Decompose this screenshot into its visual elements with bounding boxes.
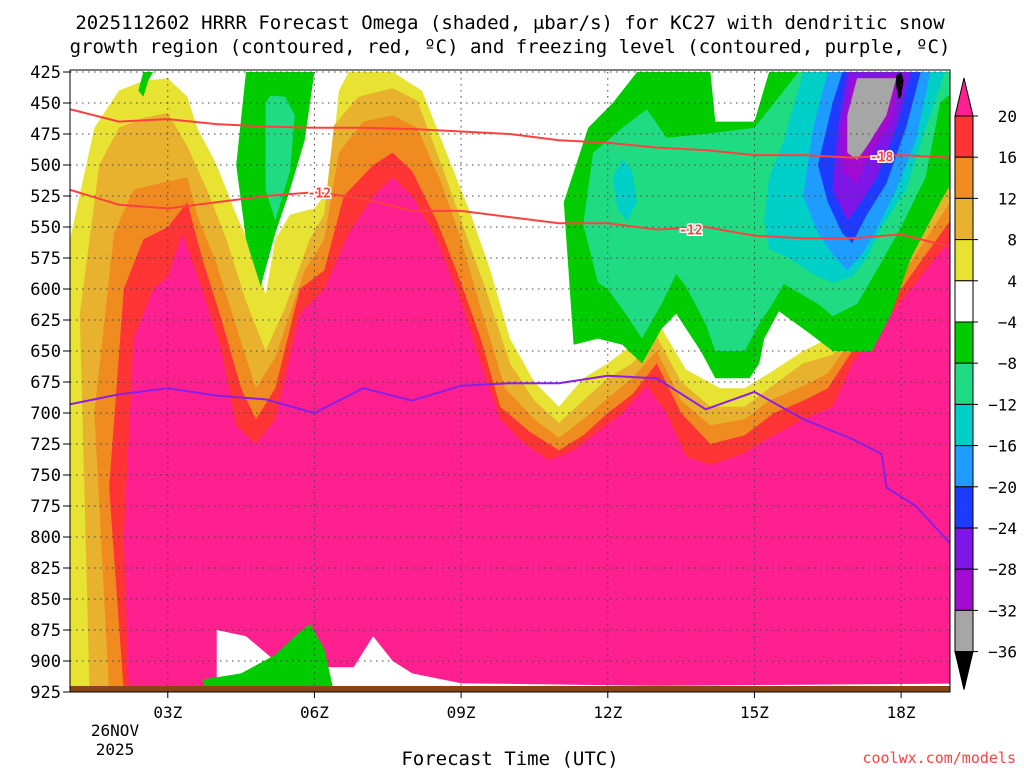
colorbar-swatch-8 [954,403,974,447]
omega-below-minus36-black-band-region-1 [896,72,904,100]
colorbar-label-4: 4 [1007,272,1017,291]
y-tick-label-675: 675 [30,373,61,393]
colorbar-swatch-1 [954,115,974,158]
omega-minus36-gray-band-region-1 [847,78,897,160]
chart-title-line2: growth region (contoured, red, ºC) and f… [70,36,951,58]
contour-label-dgz-minus12-1: -12 [308,186,331,201]
contour-lines: -18 -12 -12 [70,108,950,545]
colorbar-swatch-13 [954,609,974,653]
contour-dgz-minus12 [70,188,950,248]
colorbar-triangle-top [954,77,974,117]
credit-text: coolwx.com/models [862,749,1016,767]
colorbar-swatch-4 [954,239,974,282]
omega-over-20-magenta-band-region-1 [123,177,950,692]
date-label-line2: 2025 [96,740,135,759]
x-tick-label-15Z: 15Z [740,703,769,722]
y-tick-label-575: 575 [30,249,61,269]
colorbar-label-11: −28 [988,560,1017,579]
y-tick-label-650: 650 [30,342,61,362]
x-tick-label-12Z: 12Z [593,703,622,722]
omega-minus8-green-band-region-2 [138,72,154,97]
contour-label-dgz-minus18-1: -18 [870,150,894,165]
y-tick-label-450: 450 [30,94,61,114]
y-tick-label-625: 625 [30,311,61,331]
y-tick-label-900: 900 [30,652,61,672]
x-tick-label-06Z: 06Z [300,703,329,722]
colorbar-triangle-bottom [954,651,974,690]
colorbar-label-2: 12 [998,189,1017,208]
y-tick-label-850: 850 [30,590,61,610]
colorbar-label-9: −20 [988,478,1017,497]
colorbar-label-12: −32 [988,601,1017,620]
colorbar-swatch-5 [954,280,974,323]
x-axis-title: Forecast Time (UTC) [401,748,618,768]
ground-strip [70,686,950,692]
colorbar-swatch-2 [954,156,974,199]
y-tick-label-725: 725 [30,435,61,455]
contour-freezing-level [70,374,950,545]
x-axis: 03Z 06Z 09Z 12Z 15Z 18Z [153,692,916,722]
omega-4-to-8-white-band-region-1 [216,630,950,692]
date-label-line1: 26NOV [91,721,140,740]
chart-title-line1: 2025112602 HRRR Forecast Omega (shaded, … [75,12,945,34]
colorbar-swatch-3 [954,197,974,241]
contour-label-dgz-minus12-2: -12 [679,223,702,238]
y-tick-label-750: 750 [30,466,61,486]
colorbar-label-8: −16 [988,437,1017,456]
omega-minus8-green-band-region-1 [202,623,334,692]
plot-frame [69,69,951,693]
colorbar-label-10: −24 [988,519,1017,538]
x-tick-label-18Z: 18Z [887,703,916,722]
y-tick-label-700: 700 [30,404,61,424]
y-tick-label-875: 875 [30,621,61,641]
colorbar-swatch-10 [954,486,974,529]
y-tick-label-500: 500 [30,156,61,176]
y-tick-label-525: 525 [30,187,61,207]
y-axis: 425 450 475 500 525 550 575 600 625 650 675 700 725 7… [30,63,70,703]
y-tick-label-550: 550 [30,218,61,238]
colorbar-label-0: 20 [998,107,1017,126]
colorbar-swatch-9 [954,445,974,488]
colorbar-swatch-11 [954,527,974,570]
colorbar-swatch-12 [954,568,974,611]
colorbar: 20 16 12 8 4 −4 −8 −12 −16 −20 −24 −28 −32 −36 [954,77,1017,690]
colorbar-label-13: −36 [988,643,1017,662]
grid-lines [70,71,950,692]
colorbar-swatch-7 [954,362,974,405]
omega-minus16-cyan-band-region-1 [612,158,638,221]
colorbar-label-5: −4 [998,313,1017,332]
y-tick-label-425: 425 [30,63,61,83]
y-tick-label-775: 775 [30,497,61,517]
x-tick-label-03Z: 03Z [153,703,182,722]
x-tick-label-09Z: 09Z [447,703,476,722]
y-tick-label-475: 475 [30,125,61,145]
colorbar-label-6: −8 [998,354,1017,373]
y-tick-label-600: 600 [30,280,61,300]
y-tick-label-800: 800 [30,528,61,548]
colorbar-label-1: 16 [998,148,1017,167]
plot-area: -18 -12 -12 [70,70,950,692]
y-tick-label-925: 925 [30,683,61,703]
colorbar-label-7: −12 [988,395,1017,414]
y-tick-label-825: 825 [30,559,61,579]
contour-dgz-minus18 [70,108,950,159]
colorbar-swatch-6 [954,321,974,364]
colorbar-label-3: 8 [1007,231,1017,250]
